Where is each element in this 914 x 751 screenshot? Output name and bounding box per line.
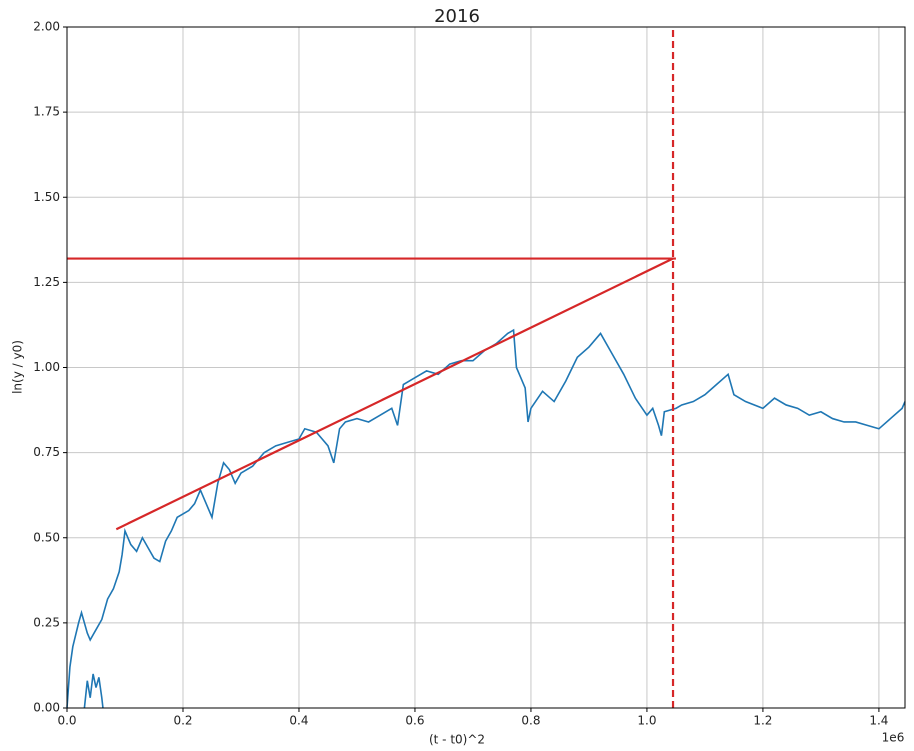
x-axis-label: (t - t0)^2: [429, 733, 485, 747]
x-tick-label: 0.4: [289, 714, 308, 728]
y-tick-label: 0.25: [33, 615, 60, 629]
x-tick-label: 0.8: [521, 714, 540, 728]
y-tick-label: 1.75: [33, 105, 60, 119]
y-tick-label: 1.50: [33, 190, 60, 204]
data-line: [66, 328, 906, 709]
chart-title: 2016: [434, 6, 480, 27]
data-line: [83, 673, 104, 709]
x-tick-label: 1.0: [637, 714, 656, 728]
x-tick-label: 1.4: [869, 714, 888, 728]
y-tick-label: 1.25: [33, 275, 60, 289]
y-tick-label: 0.75: [33, 445, 60, 459]
annotation-line: [115, 257, 674, 531]
y-axis-label: ln(y / y0): [11, 340, 25, 394]
y-tick-label: 0.50: [33, 530, 60, 544]
y-tick-label: 2.00: [33, 20, 60, 34]
x-tick-label: 0.2: [173, 714, 192, 728]
y-tick-label: 0.00: [33, 701, 60, 715]
x-tick-label: 0.0: [57, 714, 76, 728]
x-offset-label: 1e6: [882, 731, 905, 745]
y-tick-label: 1.00: [33, 360, 60, 374]
plot-frame: [66, 26, 906, 709]
x-tick-label: 1.2: [753, 714, 772, 728]
x-tick-label: 0.6: [405, 714, 424, 728]
